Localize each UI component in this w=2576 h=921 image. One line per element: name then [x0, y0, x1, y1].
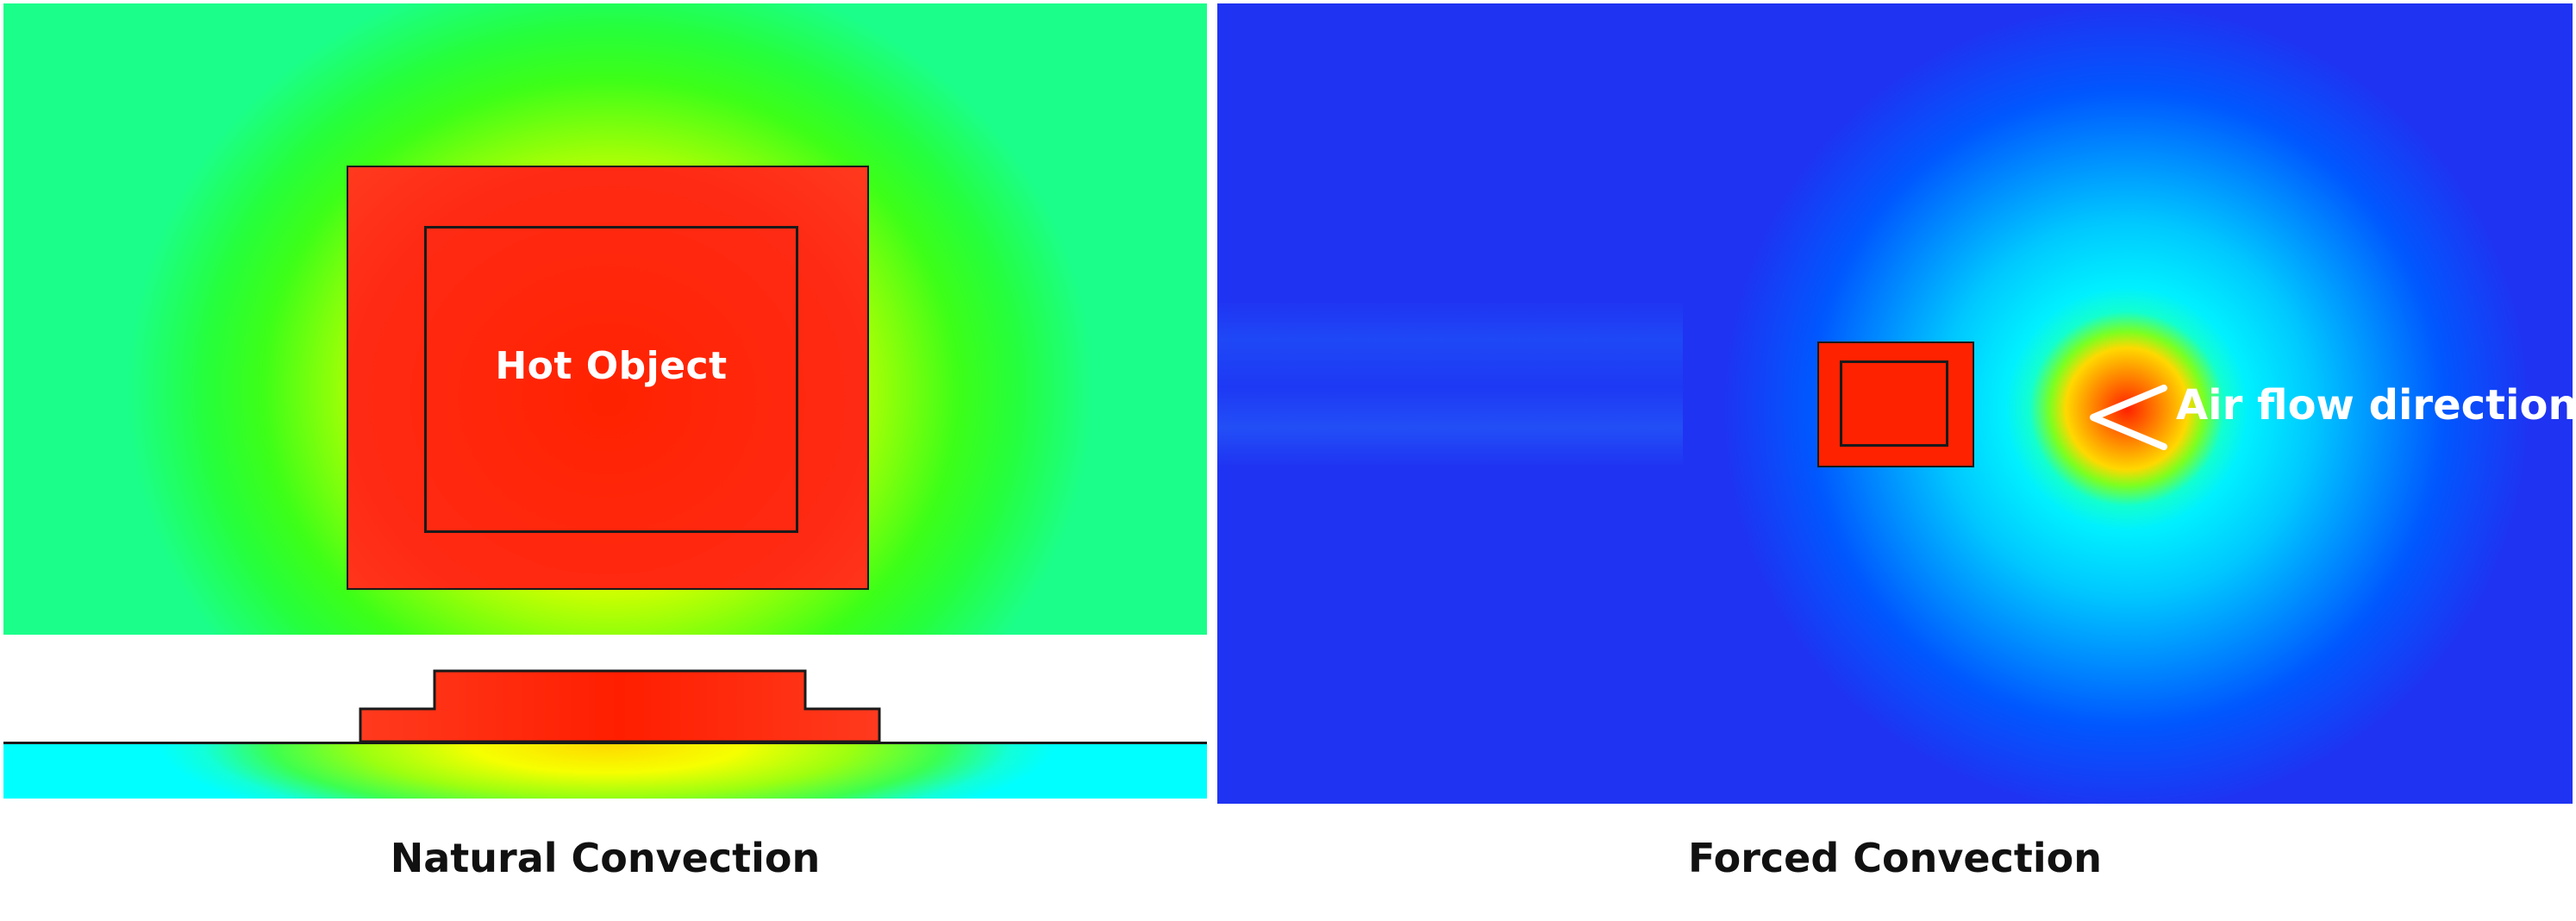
air-flow-direction-label: Air flow direction — [2176, 381, 2573, 429]
hot-object-label: Hot Object — [495, 344, 728, 388]
hot-object-profile — [359, 669, 881, 743]
chevron-left-icon — [2090, 385, 2167, 450]
hot-object-side-shape — [359, 669, 881, 743]
natural-convection-caption: Natural Convection — [390, 835, 821, 881]
natural-convection-heatmap: Hot Object — [3, 3, 1207, 635]
small-hot-object-outer — [1817, 341, 1974, 467]
small-hot-object-inner — [1840, 360, 1948, 447]
natural-convection-side-view — [3, 635, 1207, 799]
hot-object-outer: Hot Object — [347, 166, 869, 590]
forced-convection-heatmap: Air flow direction — [1217, 3, 2573, 804]
forced-convection-caption: Forced Convection — [1688, 835, 2102, 881]
hot-object-inner: Hot Object — [424, 226, 798, 533]
